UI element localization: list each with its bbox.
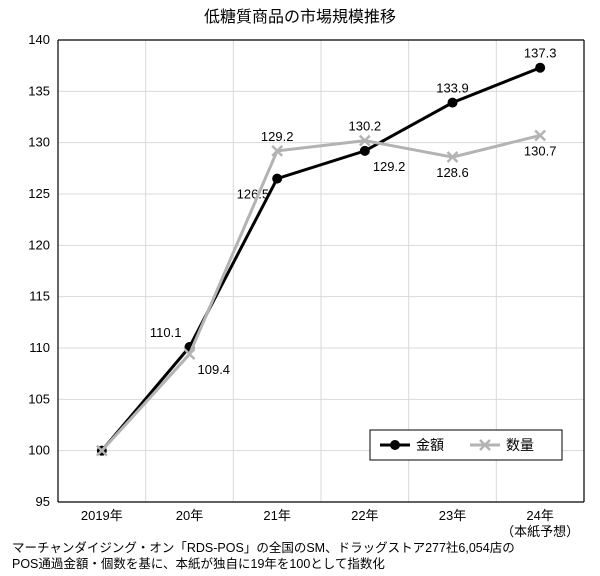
y-tick-label: 140 <box>28 32 50 47</box>
x-category-label: 21年 <box>263 508 290 523</box>
series-marker <box>360 146 370 156</box>
line-chart: 低糖質商品の市場規模推移 95 100 105 110 115 120 125 130 135 14… <box>0 0 600 576</box>
y-tick-label: 125 <box>28 186 50 201</box>
data-label: 133.9 <box>436 81 469 96</box>
data-label: 130.7 <box>524 143 557 158</box>
data-label: 110.1 <box>150 325 182 340</box>
x-category-sublabel: （本紙予想） <box>501 524 579 539</box>
y-tick-label: 130 <box>28 135 50 150</box>
data-label: 126.5 <box>237 187 270 202</box>
y-tick-label: 105 <box>28 391 50 406</box>
y-tick-label: 100 <box>28 443 50 458</box>
x-category-label: 23年 <box>439 508 466 523</box>
y-tick-label: 110 <box>29 340 50 355</box>
x-category-label: 24年 <box>526 508 553 523</box>
data-label: 129.2 <box>373 159 406 174</box>
chart-bg <box>0 0 600 576</box>
legend-marker <box>390 440 400 450</box>
y-tick-label: 95 <box>36 494 50 509</box>
legend-label: 金額 <box>416 437 444 453</box>
data-label: 137.3 <box>524 46 557 61</box>
data-label: 109.4 <box>198 362 231 377</box>
x-category-label: 2019年 <box>81 508 123 523</box>
series-marker <box>272 174 282 184</box>
series-marker <box>535 63 545 73</box>
data-label: 128.6 <box>436 165 469 180</box>
data-label: 130.2 <box>349 119 382 134</box>
y-tick-label: 115 <box>29 289 50 304</box>
footnote-line: マーチャンダイジング・オン「RDS-POS」の全国のSM、ドラッグストア277社… <box>12 540 515 555</box>
y-tick-label: 135 <box>28 83 50 98</box>
data-label: 129.2 <box>261 129 294 144</box>
series-marker <box>448 98 458 108</box>
x-category-label: 20年 <box>176 508 203 523</box>
x-category-label: 22年 <box>351 508 378 523</box>
legend-label: 数量 <box>506 437 534 453</box>
footnote-line: POS通過金額・個数を基に、本紙が独自に19年を100として指数化 <box>12 556 385 571</box>
chart-title: 低糖質商品の市場規模推移 <box>204 8 396 26</box>
y-tick-label: 120 <box>28 237 50 252</box>
